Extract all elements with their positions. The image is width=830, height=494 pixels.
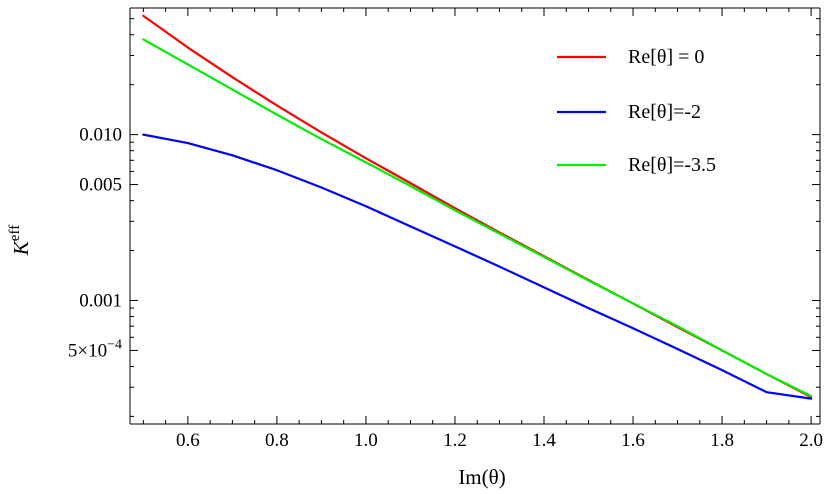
y-axis-title-sup: eff <box>7 225 23 241</box>
y-tick-label: 0.010 <box>79 125 122 146</box>
x-tick-label: 1.2 <box>443 430 467 451</box>
y-axis-title-main: K <box>9 240 33 256</box>
series-layer <box>142 14 813 400</box>
plot-frame <box>129 7 821 425</box>
x-tick-label: 0.6 <box>176 430 200 451</box>
legend-label-3: Re[θ]=-3.5 <box>628 154 716 176</box>
series-line-3 <box>142 38 813 398</box>
x-axis-title: Im(θ) <box>458 465 505 489</box>
y-tick-label-base: 10 <box>88 340 107 361</box>
legend-label-1: Re[θ] = 0 <box>628 46 704 68</box>
x-tick-label: 1.6 <box>621 430 645 451</box>
series-line-2 <box>142 133 813 400</box>
x-tick-label: 1.4 <box>532 430 556 451</box>
x-tick-label: 2.0 <box>799 430 823 451</box>
y-tick-label-exponent: −4 <box>107 337 122 352</box>
x-tick-label: 1.8 <box>710 430 734 451</box>
x-axis-ticks: 0.6 0.8 1.0 1.2 1.4 1.6 1.8 2.0 <box>142 8 823 451</box>
x-tick-label: 0.8 <box>265 430 289 451</box>
legend-label-2: Re[θ]=-2 <box>628 101 701 123</box>
series-line-1 <box>142 14 813 399</box>
y-tick-label-mantissa: 5 <box>68 340 78 361</box>
legend: Re[θ] = 0 Re[θ]=-2 Re[θ]=-3.5 <box>557 46 716 176</box>
x-tick-label: 1.0 <box>354 430 378 451</box>
y-tick-label-times: × <box>77 340 88 361</box>
y-tick-label: 0.001 <box>79 290 122 311</box>
y-axis-title: Keff <box>7 225 33 256</box>
y-tick-label: 0.005 <box>79 175 122 196</box>
y-axis-ticks: 0.010 0.005 0.001 5×10−4 <box>68 18 820 417</box>
y-tick-label: 5×10−4 <box>68 337 122 361</box>
